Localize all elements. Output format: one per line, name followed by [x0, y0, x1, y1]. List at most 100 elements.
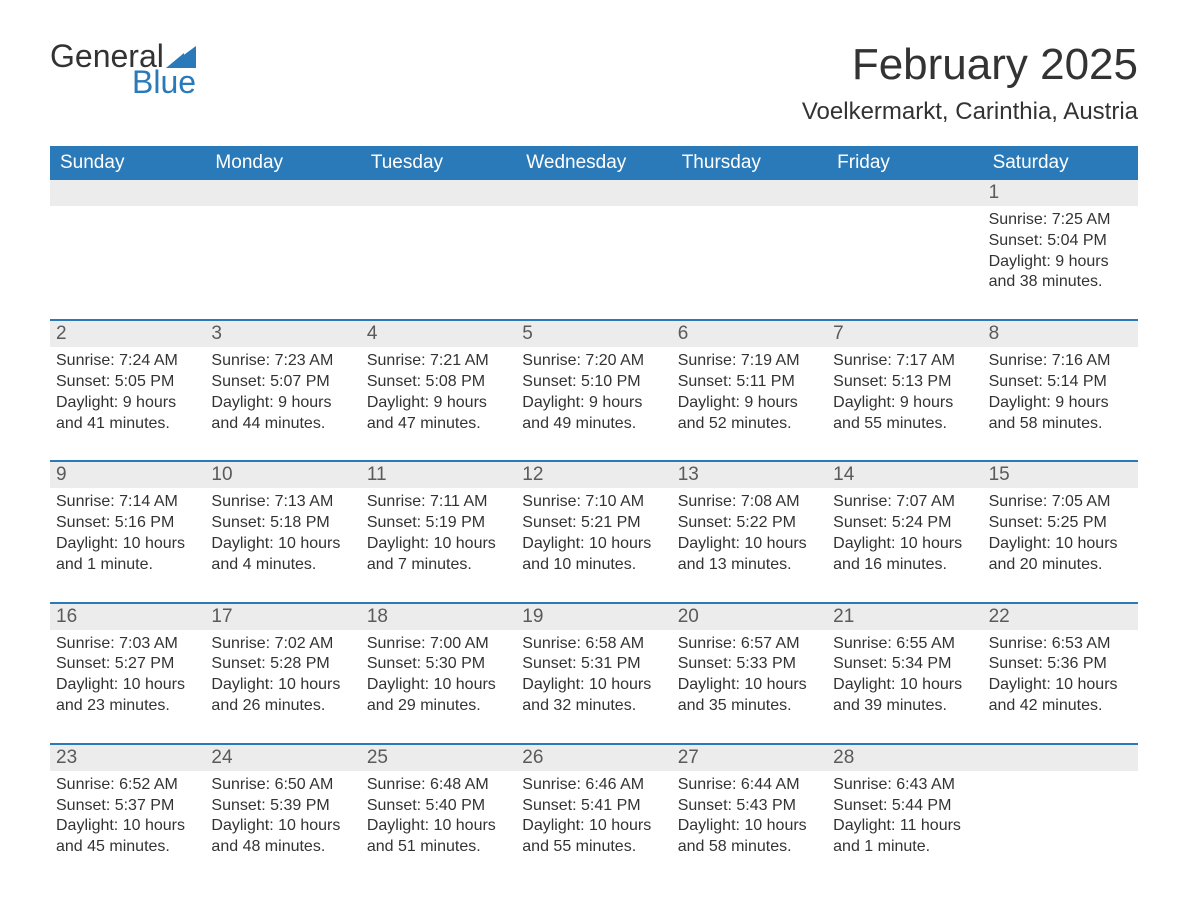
sunset-text: Sunset: 5:13 PM	[833, 372, 976, 393]
sunrise-text: Sunrise: 7:23 AM	[211, 351, 354, 372]
day-body: Sunrise: 7:02 AMSunset: 5:28 PMDaylight:…	[205, 630, 360, 725]
sunset-text: Sunset: 5:19 PM	[367, 513, 510, 534]
day-number: 26	[516, 745, 671, 771]
day-cell: 19Sunrise: 6:58 AMSunset: 5:31 PMDayligh…	[516, 604, 671, 725]
day-number: 15	[983, 462, 1138, 488]
sunset-text: Sunset: 5:30 PM	[367, 654, 510, 675]
daylight-text: Daylight: 9 hours and 52 minutes.	[678, 393, 821, 435]
sunrise-text: Sunrise: 7:21 AM	[367, 351, 510, 372]
sunrise-text: Sunrise: 7:11 AM	[367, 492, 510, 513]
sunrise-text: Sunrise: 6:57 AM	[678, 634, 821, 655]
daylight-text: Daylight: 10 hours and 39 minutes.	[833, 675, 976, 717]
day-body: Sunrise: 7:00 AMSunset: 5:30 PMDaylight:…	[361, 630, 516, 725]
day-cell: 5Sunrise: 7:20 AMSunset: 5:10 PMDaylight…	[516, 321, 671, 442]
day-number: 16	[50, 604, 205, 630]
day-body: Sunrise: 7:19 AMSunset: 5:11 PMDaylight:…	[672, 347, 827, 442]
daylight-text: Daylight: 10 hours and 1 minute.	[56, 534, 199, 576]
day-number: 4	[361, 321, 516, 347]
day-number: 3	[205, 321, 360, 347]
day-cell: 20Sunrise: 6:57 AMSunset: 5:33 PMDayligh…	[672, 604, 827, 725]
weekday-header: Sunday	[50, 146, 205, 180]
day-body: Sunrise: 7:23 AMSunset: 5:07 PMDaylight:…	[205, 347, 360, 442]
daylight-text: Daylight: 9 hours and 47 minutes.	[367, 393, 510, 435]
day-number: 7	[827, 321, 982, 347]
day-cell: 24Sunrise: 6:50 AMSunset: 5:39 PMDayligh…	[205, 745, 360, 866]
sunset-text: Sunset: 5:04 PM	[989, 231, 1132, 252]
sunset-text: Sunset: 5:36 PM	[989, 654, 1132, 675]
weeks-container: 1Sunrise: 7:25 AMSunset: 5:04 PMDaylight…	[50, 180, 1138, 866]
day-cell: 18Sunrise: 7:00 AMSunset: 5:30 PMDayligh…	[361, 604, 516, 725]
logo-text-blue: Blue	[132, 66, 196, 98]
daylight-text: Daylight: 9 hours and 41 minutes.	[56, 393, 199, 435]
sunrise-text: Sunrise: 7:20 AM	[522, 351, 665, 372]
location: Voelkermarkt, Carinthia, Austria	[802, 98, 1138, 126]
day-cell: 14Sunrise: 7:07 AMSunset: 5:24 PMDayligh…	[827, 462, 982, 583]
day-cell: 6Sunrise: 7:19 AMSunset: 5:11 PMDaylight…	[672, 321, 827, 442]
sunrise-text: Sunrise: 7:14 AM	[56, 492, 199, 513]
day-number	[516, 180, 671, 206]
sunset-text: Sunset: 5:16 PM	[56, 513, 199, 534]
daylight-text: Daylight: 10 hours and 20 minutes.	[989, 534, 1132, 576]
day-number: 17	[205, 604, 360, 630]
sunrise-text: Sunrise: 6:58 AM	[522, 634, 665, 655]
weekday-header: Thursday	[672, 146, 827, 180]
day-cell: 12Sunrise: 7:10 AMSunset: 5:21 PMDayligh…	[516, 462, 671, 583]
day-body: Sunrise: 7:14 AMSunset: 5:16 PMDaylight:…	[50, 488, 205, 583]
sunset-text: Sunset: 5:11 PM	[678, 372, 821, 393]
day-number	[205, 180, 360, 206]
daylight-text: Daylight: 10 hours and 42 minutes.	[989, 675, 1132, 717]
day-number: 10	[205, 462, 360, 488]
day-number: 19	[516, 604, 671, 630]
day-body: Sunrise: 7:11 AMSunset: 5:19 PMDaylight:…	[361, 488, 516, 583]
sunset-text: Sunset: 5:08 PM	[367, 372, 510, 393]
daylight-text: Daylight: 10 hours and 55 minutes.	[522, 816, 665, 858]
daylight-text: Daylight: 10 hours and 48 minutes.	[211, 816, 354, 858]
weekday-header: Tuesday	[361, 146, 516, 180]
day-number: 28	[827, 745, 982, 771]
day-number: 9	[50, 462, 205, 488]
sunrise-text: Sunrise: 7:00 AM	[367, 634, 510, 655]
sunset-text: Sunset: 5:37 PM	[56, 796, 199, 817]
day-body: Sunrise: 7:25 AMSunset: 5:04 PMDaylight:…	[983, 206, 1138, 301]
day-number	[983, 745, 1138, 771]
sunset-text: Sunset: 5:39 PM	[211, 796, 354, 817]
sunrise-text: Sunrise: 7:24 AM	[56, 351, 199, 372]
day-cell: 9Sunrise: 7:14 AMSunset: 5:16 PMDaylight…	[50, 462, 205, 583]
sunrise-text: Sunrise: 6:43 AM	[833, 775, 976, 796]
day-number: 22	[983, 604, 1138, 630]
day-number: 25	[361, 745, 516, 771]
sunrise-text: Sunrise: 7:03 AM	[56, 634, 199, 655]
day-number: 2	[50, 321, 205, 347]
day-cell: 22Sunrise: 6:53 AMSunset: 5:36 PMDayligh…	[983, 604, 1138, 725]
day-cell: 13Sunrise: 7:08 AMSunset: 5:22 PMDayligh…	[672, 462, 827, 583]
day-cell	[50, 180, 205, 301]
logo: General Blue	[50, 40, 196, 98]
sunset-text: Sunset: 5:10 PM	[522, 372, 665, 393]
day-body: Sunrise: 7:10 AMSunset: 5:21 PMDaylight:…	[516, 488, 671, 583]
day-body: Sunrise: 7:20 AMSunset: 5:10 PMDaylight:…	[516, 347, 671, 442]
sunrise-text: Sunrise: 7:17 AM	[833, 351, 976, 372]
day-cell	[827, 180, 982, 301]
daylight-text: Daylight: 9 hours and 58 minutes.	[989, 393, 1132, 435]
daylight-text: Daylight: 10 hours and 4 minutes.	[211, 534, 354, 576]
daylight-text: Daylight: 10 hours and 51 minutes.	[367, 816, 510, 858]
day-cell: 11Sunrise: 7:11 AMSunset: 5:19 PMDayligh…	[361, 462, 516, 583]
day-number	[361, 180, 516, 206]
day-cell	[983, 745, 1138, 866]
day-cell	[361, 180, 516, 301]
day-body: Sunrise: 6:57 AMSunset: 5:33 PMDaylight:…	[672, 630, 827, 725]
day-body: Sunrise: 6:50 AMSunset: 5:39 PMDaylight:…	[205, 771, 360, 866]
daylight-text: Daylight: 10 hours and 26 minutes.	[211, 675, 354, 717]
weekday-header: Saturday	[983, 146, 1138, 180]
sunset-text: Sunset: 5:25 PM	[989, 513, 1132, 534]
day-number	[827, 180, 982, 206]
sunset-text: Sunset: 5:24 PM	[833, 513, 976, 534]
daylight-text: Daylight: 10 hours and 10 minutes.	[522, 534, 665, 576]
daylight-text: Daylight: 11 hours and 1 minute.	[833, 816, 976, 858]
sunset-text: Sunset: 5:27 PM	[56, 654, 199, 675]
weekday-header: Monday	[205, 146, 360, 180]
sunset-text: Sunset: 5:33 PM	[678, 654, 821, 675]
daylight-text: Daylight: 10 hours and 16 minutes.	[833, 534, 976, 576]
sunset-text: Sunset: 5:21 PM	[522, 513, 665, 534]
daylight-text: Daylight: 9 hours and 49 minutes.	[522, 393, 665, 435]
